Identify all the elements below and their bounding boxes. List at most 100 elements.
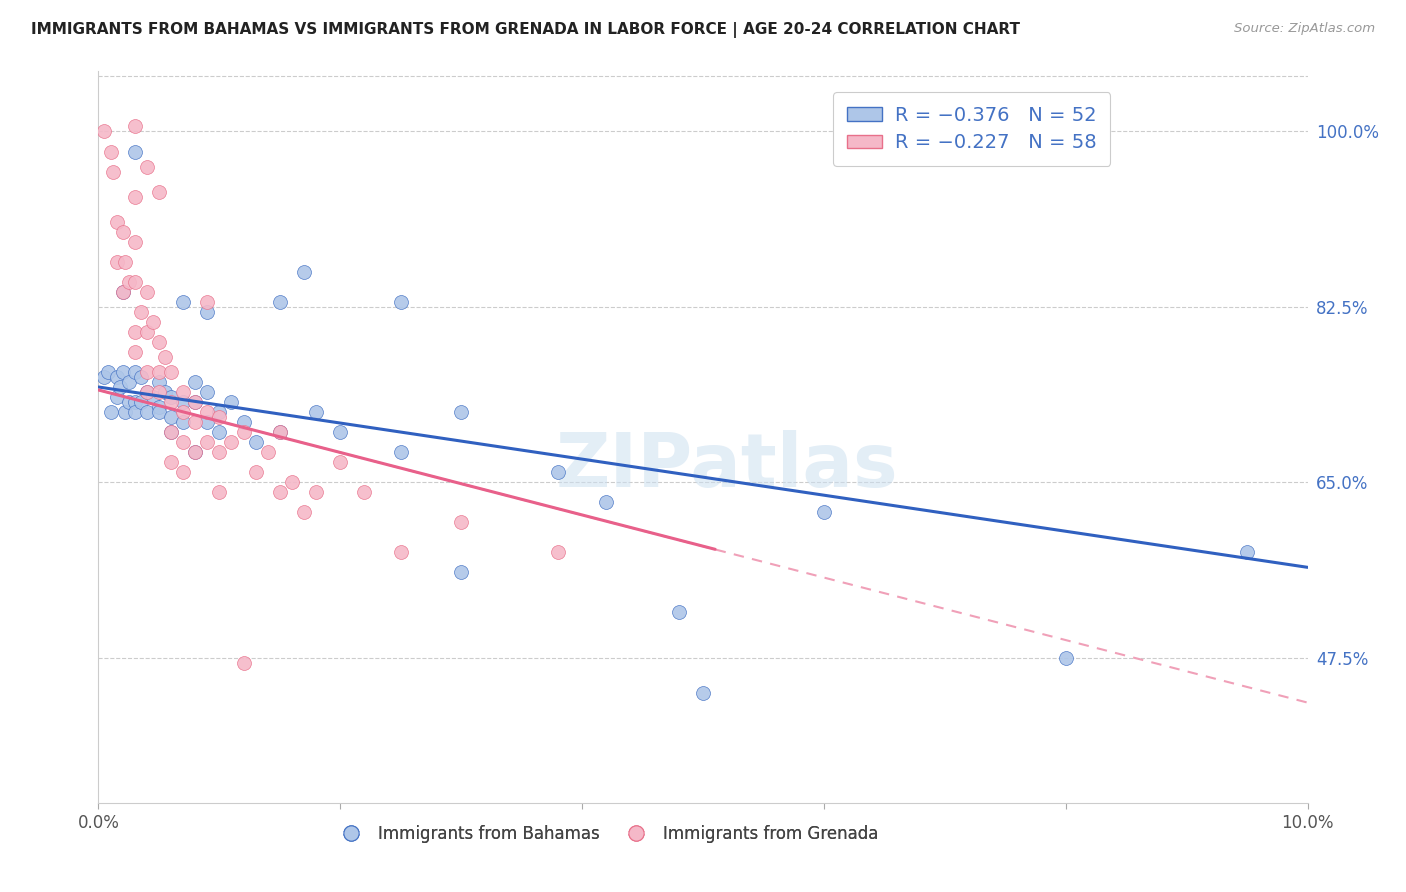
Point: [124, 405, 146, 419]
Point: [160, 395, 183, 409]
Point: [124, 395, 146, 409]
Point: [160, 365, 183, 379]
Point: [148, 334, 170, 349]
Point: [232, 415, 254, 429]
Point: [124, 275, 146, 289]
Point: [232, 656, 254, 670]
Point: [100, 405, 122, 419]
Point: [232, 425, 254, 439]
Point: [184, 395, 207, 409]
Point: [148, 384, 170, 399]
Point: [172, 465, 194, 479]
Point: [124, 235, 146, 249]
Point: [813, 505, 835, 519]
Point: [135, 325, 157, 339]
Point: [124, 120, 146, 134]
Point: [353, 485, 375, 500]
Point: [148, 375, 170, 389]
Point: [105, 390, 128, 404]
Point: [111, 285, 134, 299]
Text: ZIPatlas: ZIPatlas: [555, 430, 898, 503]
Point: [135, 384, 157, 399]
Point: [305, 485, 328, 500]
Point: [105, 370, 128, 384]
Point: [450, 566, 472, 580]
Point: [124, 145, 146, 159]
Point: [111, 225, 134, 239]
Point: [184, 415, 207, 429]
Point: [292, 505, 315, 519]
Point: [172, 294, 194, 309]
Point: [111, 285, 134, 299]
Point: [172, 415, 194, 429]
Point: [160, 455, 183, 469]
Point: [195, 294, 218, 309]
Point: [135, 405, 157, 419]
Point: [124, 345, 146, 359]
Point: [269, 485, 291, 500]
Point: [135, 285, 157, 299]
Point: [129, 305, 152, 319]
Point: [142, 315, 165, 329]
Point: [172, 405, 194, 419]
Point: [100, 145, 122, 159]
Point: [148, 365, 170, 379]
Point: [172, 384, 194, 399]
Point: [118, 395, 141, 409]
Point: [208, 405, 231, 419]
Point: [195, 405, 218, 419]
Point: [93, 370, 115, 384]
Point: [160, 425, 183, 439]
Text: Source: ZipAtlas.com: Source: ZipAtlas.com: [1234, 22, 1375, 36]
Point: [1054, 650, 1077, 665]
Point: [208, 485, 231, 500]
Point: [124, 365, 146, 379]
Point: [153, 384, 176, 399]
Point: [245, 465, 267, 479]
Point: [148, 400, 170, 414]
Point: [329, 455, 352, 469]
Point: [105, 254, 128, 268]
Point: [184, 445, 207, 459]
Point: [93, 124, 115, 138]
Point: [118, 275, 141, 289]
Point: [389, 294, 412, 309]
Point: [305, 405, 328, 419]
Point: [547, 545, 569, 559]
Point: [124, 325, 146, 339]
Point: [329, 425, 352, 439]
Point: [153, 350, 176, 364]
Point: [389, 545, 412, 559]
Text: IMMIGRANTS FROM BAHAMAS VS IMMIGRANTS FROM GRENADA IN LABOR FORCE | AGE 20-24 CO: IMMIGRANTS FROM BAHAMAS VS IMMIGRANTS FR…: [31, 22, 1019, 38]
Point: [129, 395, 152, 409]
Point: [135, 384, 157, 399]
Point: [160, 425, 183, 439]
Point: [111, 365, 134, 379]
Point: [124, 189, 146, 203]
Point: [269, 425, 291, 439]
Point: [101, 164, 124, 178]
Point: [389, 445, 412, 459]
Point: [97, 365, 120, 379]
Point: [221, 395, 243, 409]
Point: [118, 375, 141, 389]
Point: [195, 435, 218, 450]
Point: [160, 410, 183, 425]
Point: [269, 425, 291, 439]
Point: [114, 405, 136, 419]
Point: [184, 395, 207, 409]
Point: [208, 425, 231, 439]
Point: [135, 365, 157, 379]
Point: [195, 305, 218, 319]
Point: [269, 294, 291, 309]
Point: [195, 384, 218, 399]
Point: [245, 435, 267, 450]
Point: [281, 475, 304, 490]
Point: [692, 685, 714, 699]
Point: [595, 495, 617, 509]
Point: [148, 185, 170, 199]
Point: [450, 405, 472, 419]
Point: [105, 214, 128, 228]
Point: [221, 435, 243, 450]
Point: [160, 390, 183, 404]
